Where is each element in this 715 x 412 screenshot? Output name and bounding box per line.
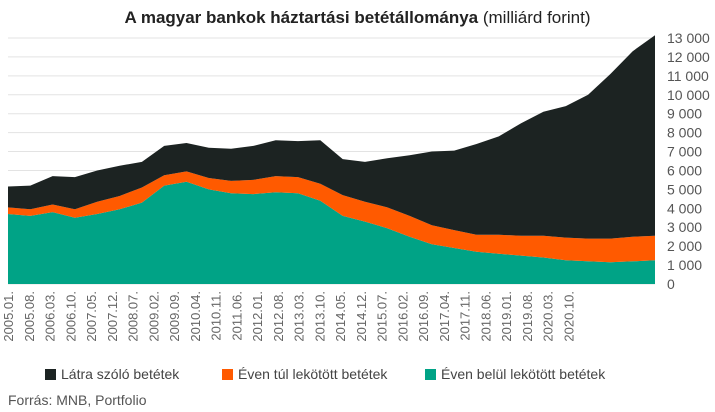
legend-item-short: Éven belül lekötött betétek — [425, 366, 605, 382]
y-tick-label: 5 000 — [667, 181, 702, 197]
y-tick-label: 1 000 — [667, 257, 702, 273]
y-tick-label: 4 000 — [667, 200, 702, 216]
x-axis-ticks: 2005.01. 2005.08. 2006.03. 2006.10. 2007.05.… — [1, 291, 576, 342]
x-tick-label: 2013.03. — [292, 291, 307, 342]
legend-item-sight: Látra szóló betétek — [45, 366, 179, 382]
area-sight-deposits — [8, 35, 655, 239]
x-tick-label: 2020.10. — [561, 291, 576, 342]
x-tick-label: 2009.02. — [146, 291, 161, 342]
y-tick-label: 9 000 — [667, 106, 702, 122]
x-tick-label: 2006.03. — [43, 291, 58, 342]
x-tick-label: 2014.12. — [354, 291, 369, 342]
series-areas — [8, 35, 655, 284]
legend-swatch-sight — [45, 369, 56, 380]
y-tick-label: 6 000 — [667, 162, 702, 178]
x-tick-label: 2011.06. — [229, 291, 244, 341]
y-tick-label: 11 000 — [667, 68, 709, 84]
x-tick-label: 2007.12. — [105, 291, 120, 342]
x-tick-label: 2012.08. — [271, 291, 286, 342]
source-note: Forrás: MNB, Portfolio — [8, 392, 147, 408]
x-tick-label: 2016.09. — [416, 291, 431, 342]
legend-label-long: Éven túl lekötött betétek — [238, 366, 388, 382]
x-tick-label: 2006.10. — [63, 291, 78, 342]
x-tick-label: 2005.01. — [1, 291, 16, 342]
x-tick-label: 2009.09. — [167, 291, 182, 342]
legend-swatch-long — [222, 369, 233, 380]
y-tick-label: 3 000 — [667, 219, 702, 235]
x-tick-label: 2020.03. — [541, 291, 556, 342]
legend-item-long: Éven túl lekötött betétek — [222, 366, 387, 382]
x-tick-label: 2010.04. — [188, 291, 203, 342]
x-tick-label: 2017.04. — [437, 291, 452, 342]
y-tick-label: 2 000 — [667, 238, 702, 254]
x-tick-label: 2010.11. — [209, 291, 224, 341]
y-tick-label: 7 000 — [667, 144, 702, 160]
x-tick-label: 2019.08. — [520, 291, 535, 342]
x-tick-label: 2014.05. — [333, 291, 348, 342]
x-tick-label: 2005.08. — [22, 291, 37, 342]
y-tick-label: 13 000 — [667, 30, 710, 46]
y-tick-label: 12 000 — [667, 49, 710, 65]
x-tick-label: 2017.11. — [458, 291, 473, 341]
legend-label-short: Éven belül lekötött betétek — [441, 366, 606, 382]
x-tick-label: 2012.01. — [250, 291, 265, 342]
area-short-term-deposits — [8, 181, 655, 284]
chart-title-main: A magyar bankok háztartási betétállomány… — [124, 8, 479, 27]
y-tick-label: 8 000 — [667, 125, 702, 141]
chart-title-unit: (milliárd forint) — [478, 8, 591, 27]
x-tick-label: 2015.07. — [375, 291, 390, 342]
x-tick-label: 2008.07. — [126, 291, 141, 342]
x-tick-label: 2018.06. — [478, 291, 493, 342]
y-tick-label: 10 000 — [667, 87, 710, 103]
area-long-term-deposits — [8, 171, 655, 263]
x-tick-label: 2016.02. — [395, 291, 410, 342]
y-axis-ticks: 0 1 000 2 000 3 000 4 000 5 000 6 000 7 000 8 00… — [667, 30, 710, 292]
y-tick-label: 0 — [667, 276, 675, 292]
chart-title: A magyar bankok háztartási betétállomány… — [0, 8, 715, 28]
legend-label-sight: Látra szóló betétek — [61, 366, 180, 382]
legend-swatch-short — [425, 369, 436, 380]
x-tick-label: 2013.10. — [312, 291, 327, 342]
x-tick-label: 2007.05. — [84, 291, 99, 342]
x-tick-label: 2019.01. — [499, 291, 514, 342]
